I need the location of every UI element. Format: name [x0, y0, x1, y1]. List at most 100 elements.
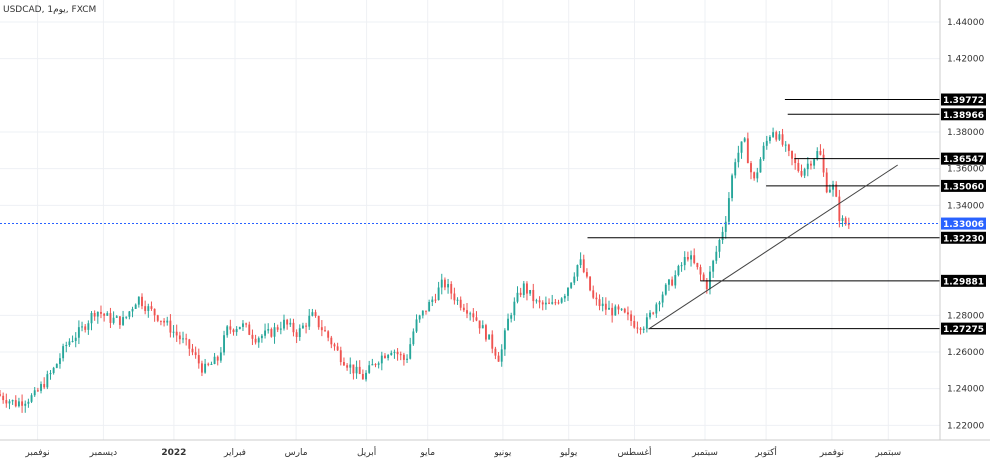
candle-body — [30, 395, 33, 402]
candle-body — [794, 158, 797, 164]
candle-body — [743, 138, 746, 142]
x-tick-label: أغسطس — [617, 446, 651, 458]
level-label-bg — [941, 179, 986, 192]
candle-body — [81, 326, 83, 328]
candle-body — [115, 316, 118, 318]
y-tick-label: 1.42000 — [947, 55, 984, 65]
candle-body — [484, 325, 487, 340]
candle-body — [538, 300, 541, 303]
candle-body — [806, 163, 809, 170]
candle-body — [715, 251, 718, 261]
candle-body — [406, 358, 409, 360]
candle-body — [393, 351, 396, 353]
candle-body — [201, 363, 203, 373]
candle-body — [623, 308, 626, 313]
candle-body — [169, 320, 172, 333]
candle-body — [611, 307, 614, 316]
x-tick-label: سبتمبر — [874, 448, 901, 458]
candle-body — [573, 276, 576, 283]
candle-body — [557, 302, 560, 304]
candle-body — [813, 159, 816, 166]
level-label: 1.39772 — [943, 96, 984, 106]
candle-body — [507, 318, 509, 331]
candle-body — [226, 326, 229, 336]
candle-body — [838, 196, 841, 222]
candle-body — [194, 352, 197, 356]
candle-body — [699, 267, 702, 275]
trendline[interactable] — [648, 164, 898, 330]
candle-body — [141, 296, 143, 307]
candle-body — [832, 184, 834, 190]
candle-body — [245, 323, 248, 325]
x-tick-label: أبريل — [357, 446, 376, 458]
candle-body — [582, 259, 585, 273]
candle-body — [718, 239, 721, 252]
x-tick-label: نوفمبر — [24, 448, 49, 458]
candle-body — [488, 334, 491, 340]
y-tick-label: 1.36000 — [947, 165, 984, 175]
candle-body — [103, 313, 106, 316]
candle-body — [772, 132, 775, 137]
candle-body — [324, 330, 326, 332]
level-label: 1.35060 — [943, 182, 984, 192]
candle-body — [308, 315, 311, 327]
candle-body — [358, 366, 361, 374]
candle-body — [674, 275, 677, 286]
candle-body — [134, 304, 137, 309]
x-tick-label: مايو — [419, 448, 435, 458]
candle-body — [182, 338, 184, 340]
candle-body — [712, 260, 715, 272]
candle-body — [384, 355, 386, 359]
candle-body — [668, 279, 670, 285]
candle-body — [649, 312, 651, 318]
candle-body — [0, 394, 1, 396]
candle-body — [122, 317, 125, 325]
candle-body — [475, 317, 478, 321]
candle-body — [260, 335, 263, 339]
candle-body — [516, 292, 519, 302]
candle-body — [702, 274, 705, 281]
candle-body — [797, 163, 800, 171]
candle-body — [62, 346, 65, 359]
candle-body — [750, 163, 752, 173]
candle-body — [185, 338, 188, 340]
candle-body — [49, 372, 52, 375]
candle-body — [576, 265, 579, 277]
candle-body — [292, 322, 295, 333]
candle-body — [630, 314, 633, 321]
candle-body — [570, 282, 573, 288]
candle-body — [254, 338, 257, 343]
level-label: 1.38966 — [943, 111, 984, 121]
candle-body — [210, 363, 213, 365]
horizontal-levels[interactable] — [587, 99, 941, 330]
candle-body — [816, 151, 819, 160]
candle-body — [589, 276, 592, 291]
y-tick-label: 1.26000 — [947, 348, 984, 358]
x-tick-label: فبراير — [223, 448, 246, 458]
candle-body — [283, 319, 285, 329]
candle-body — [705, 280, 708, 289]
level-label-bg — [941, 274, 986, 287]
candle-body — [828, 189, 831, 193]
time-axis[interactable]: نوفمبر ديسمبر 2022 فبراير مارس أبريل مايو يونيو… — [24, 446, 901, 458]
candle-body — [311, 312, 314, 316]
level-label: 1.36547 — [943, 155, 984, 165]
candle-body — [519, 292, 522, 295]
candle-body — [768, 136, 771, 141]
candle-body — [213, 356, 216, 364]
x-tick-label: ديسمبر — [89, 448, 117, 458]
candle-body — [450, 284, 453, 294]
candle-body — [361, 373, 364, 380]
candle-body — [415, 319, 418, 332]
candle-body — [639, 328, 642, 330]
candle-body — [513, 301, 516, 316]
candle-body — [295, 332, 298, 337]
candle-body — [529, 289, 532, 294]
price-axis[interactable]: 1.22000 1.24000 1.26000 1.28000 1.34000 1.360… — [947, 18, 984, 431]
candle-body — [68, 341, 71, 345]
x-tick-label: يوليو — [559, 448, 578, 458]
level-label-bg — [941, 152, 986, 165]
candle-body — [197, 355, 200, 364]
candle-body — [601, 303, 604, 307]
